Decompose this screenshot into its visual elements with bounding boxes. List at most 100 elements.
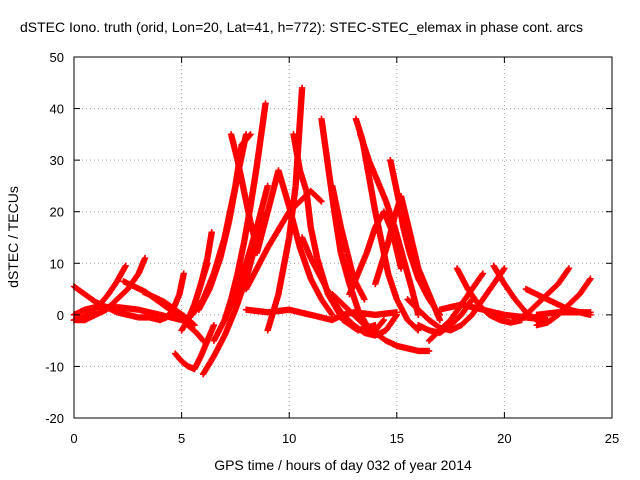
data-point xyxy=(298,84,306,92)
data-arc-markers xyxy=(276,209,292,232)
data-point xyxy=(180,270,187,277)
data-arc xyxy=(221,100,269,324)
data-point xyxy=(210,321,218,329)
data-arc-markers xyxy=(303,189,314,229)
y-tick-label: -20 xyxy=(45,411,64,426)
data-arc-markers xyxy=(426,297,443,317)
data-arc-markers xyxy=(416,307,432,323)
data-arc-markers xyxy=(196,287,213,312)
data-arc-markers xyxy=(387,158,398,183)
data-point xyxy=(425,347,433,355)
data-arc xyxy=(171,321,218,373)
data-point xyxy=(587,309,594,316)
data-arc-markers xyxy=(374,179,389,204)
data-arc-markers xyxy=(243,266,260,291)
y-tick-label: 0 xyxy=(57,308,64,323)
data-arc-markers xyxy=(253,101,269,167)
data-arc xyxy=(238,131,254,148)
data-point xyxy=(264,182,271,190)
data-point xyxy=(501,265,508,272)
data-arc-markers xyxy=(297,246,314,281)
data-arc-markers xyxy=(290,132,303,173)
data-arc-markers xyxy=(275,235,293,296)
data-arc-markers xyxy=(191,282,204,307)
data-arc-markers xyxy=(338,251,353,286)
data-arc-markers xyxy=(198,338,211,358)
data-arc-markers xyxy=(426,328,442,343)
data-arc-markers xyxy=(176,271,187,296)
data-arc-markers xyxy=(297,168,310,193)
data-point xyxy=(141,254,149,262)
data-arc-markers xyxy=(405,297,421,312)
data-arc-markers xyxy=(307,225,321,260)
data-arc-markers xyxy=(346,271,361,296)
data-point xyxy=(565,265,573,272)
axis-ticks xyxy=(73,56,613,419)
y-axis-label: dSTEC / TECUs xyxy=(5,186,21,288)
data-arc-markers xyxy=(173,307,188,320)
data-arc-markers xyxy=(172,351,184,364)
data-arc-markers xyxy=(275,168,292,209)
data-arc-markers xyxy=(243,246,258,281)
x-tick-label: 10 xyxy=(282,431,296,446)
data-arc-markers xyxy=(415,276,432,302)
data-arc xyxy=(372,193,444,324)
x-tick-label: 25 xyxy=(605,431,619,446)
data-arc-markers xyxy=(394,297,411,322)
data-arc-markers xyxy=(400,256,415,291)
data-arc-markers xyxy=(185,322,199,336)
data-arc-markers xyxy=(385,271,400,302)
data-arc-markers xyxy=(566,292,582,307)
y-tick-label: 10 xyxy=(50,256,64,271)
data-arc-markers xyxy=(373,330,389,343)
data-arc-markers xyxy=(194,330,206,343)
data-arc xyxy=(387,156,444,319)
data-arc-markers xyxy=(106,279,120,297)
data-arc-markers xyxy=(372,261,385,286)
data-arc-markers xyxy=(211,318,228,343)
data-arc-markers xyxy=(222,307,239,338)
data-arc-markers xyxy=(82,291,98,305)
chart-title: dSTEC Iono. truth (orid, Lon=20, Lat=41,… xyxy=(20,19,583,35)
data-arc-markers xyxy=(469,271,486,291)
data-point xyxy=(191,321,198,329)
data-point xyxy=(393,311,400,319)
tick-labels: 0 5 10 15 20 25 -20 -10 0 10 20 30 40 50 xyxy=(45,50,619,446)
data-arc-markers xyxy=(391,179,402,204)
plot-frame xyxy=(73,56,613,419)
data-arc-markers xyxy=(355,251,370,276)
data-arc xyxy=(264,84,306,334)
data-arc-markers xyxy=(523,302,539,318)
data-points xyxy=(70,84,594,378)
data-arc xyxy=(242,306,400,324)
data-arc xyxy=(346,208,405,298)
data-arc-markers xyxy=(247,163,260,209)
data-point xyxy=(479,270,487,277)
data-arc-markers xyxy=(241,189,254,224)
data-arc xyxy=(425,270,487,344)
data-arc-markers xyxy=(454,266,471,291)
data-arc-markers xyxy=(330,292,346,307)
data-arc-markers xyxy=(351,312,367,328)
data-arc-markers xyxy=(287,306,313,318)
data-arc-markers xyxy=(391,225,407,260)
data-arc-markers xyxy=(405,317,421,333)
data-arc-markers xyxy=(232,261,249,296)
data-arc-markers xyxy=(427,317,442,331)
data-arc xyxy=(533,309,594,319)
data-arc-markers xyxy=(71,284,87,297)
data-arc-markers xyxy=(244,306,270,316)
data-arc-markers xyxy=(164,307,176,320)
data-arc-markers xyxy=(114,286,130,302)
data-arc-markers xyxy=(206,256,224,291)
data-point xyxy=(361,296,368,303)
data-arc-markers xyxy=(308,256,324,281)
data-arc-markers xyxy=(221,297,234,322)
data-arc-markers xyxy=(512,297,529,315)
data-arc-markers xyxy=(308,276,324,302)
x-tick-label: 5 xyxy=(178,431,185,446)
data-arc-markers xyxy=(114,263,129,284)
data-arc xyxy=(329,291,433,355)
data-arc-markers xyxy=(254,210,271,255)
